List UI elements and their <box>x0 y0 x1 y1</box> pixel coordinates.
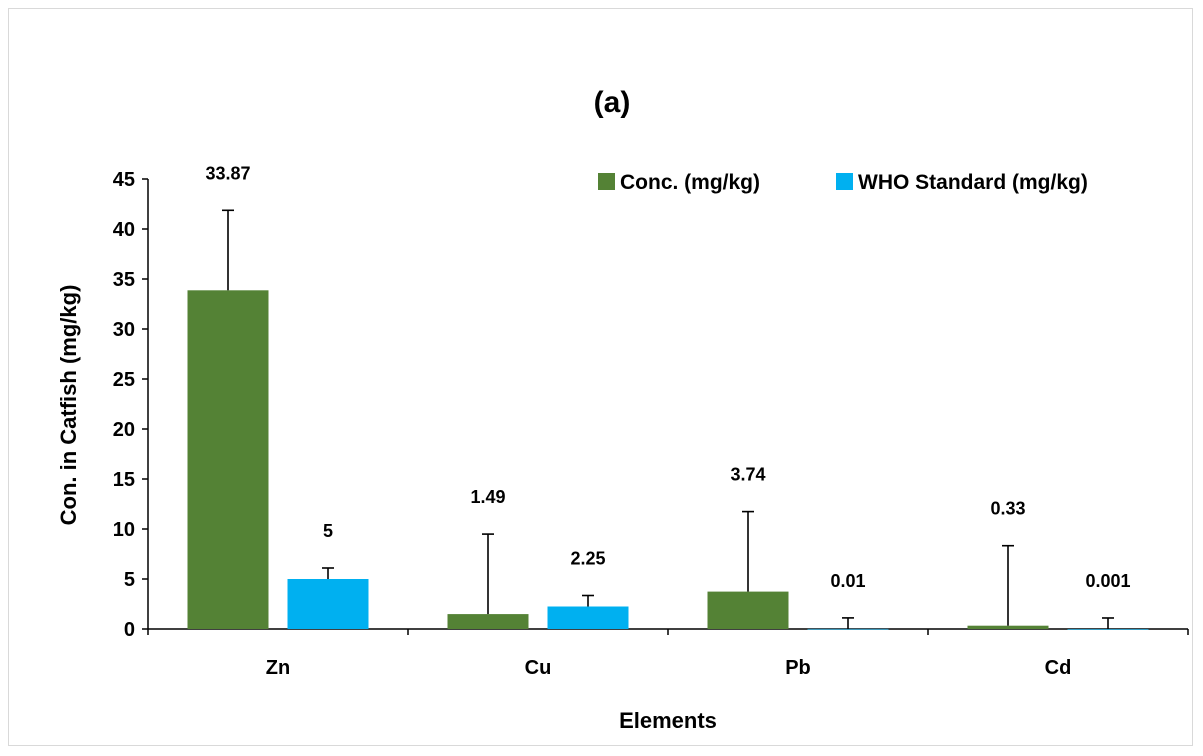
legend-swatch <box>598 173 615 190</box>
y-tick-label: 25 <box>113 369 135 391</box>
data-label: 0.01 <box>830 571 865 591</box>
x-axis-label: Elements <box>619 708 717 733</box>
axes: 0 5 10 15 20 25 30 35 40 45 Zn Cu Pb Cd <box>113 169 1189 679</box>
data-label: 2.25 <box>570 549 605 569</box>
data-label: 1.49 <box>470 487 505 507</box>
data-label: 0.33 <box>990 499 1025 519</box>
y-tick-label: 5 <box>124 569 135 591</box>
bar-cu-series1 <box>447 614 529 629</box>
legend-label: Conc. (mg/kg) <box>620 171 760 194</box>
y-tick-label: 40 <box>113 219 135 241</box>
bar-zn-series1 <box>187 290 269 629</box>
bars-group: 33.87 1.49 3.74 0.33 5 2.25 0.01 0.001 <box>187 163 1149 630</box>
y-tick-label: 45 <box>113 169 135 191</box>
data-label: 0.001 <box>1085 571 1130 591</box>
x-tick-label: Cd <box>1045 657 1072 679</box>
y-tick-label: 20 <box>113 419 135 441</box>
x-tick-label: Pb <box>785 657 811 679</box>
data-label: 33.87 <box>205 163 250 183</box>
data-label: 5 <box>323 521 333 541</box>
y-tick-label: 10 <box>113 519 135 541</box>
y-tick-label: 0 <box>124 619 135 641</box>
bar-pb-series2 <box>807 628 889 630</box>
x-tick-label: Zn <box>266 657 290 679</box>
bar-cd-series2 <box>1067 628 1149 630</box>
legend-swatch <box>836 173 853 190</box>
bar-pb-series1 <box>707 591 789 629</box>
x-tick-label: Cu <box>525 657 552 679</box>
chart-title: (a) <box>594 86 631 119</box>
y-tick-label: 15 <box>113 469 135 491</box>
legend: Conc. (mg/kg) WHO Standard (mg/kg) <box>598 171 1088 194</box>
y-tick-label: 30 <box>113 319 135 341</box>
y-axis-label: Con. in Catfish (mg/kg) <box>56 285 81 526</box>
bar-zn-series2 <box>287 579 369 629</box>
data-label: 3.74 <box>730 465 765 485</box>
legend-label: WHO Standard (mg/kg) <box>858 171 1088 194</box>
bar-cu-series2 <box>547 606 629 629</box>
bar-cd-series1 <box>967 625 1049 629</box>
y-tick-label: 35 <box>113 269 135 291</box>
